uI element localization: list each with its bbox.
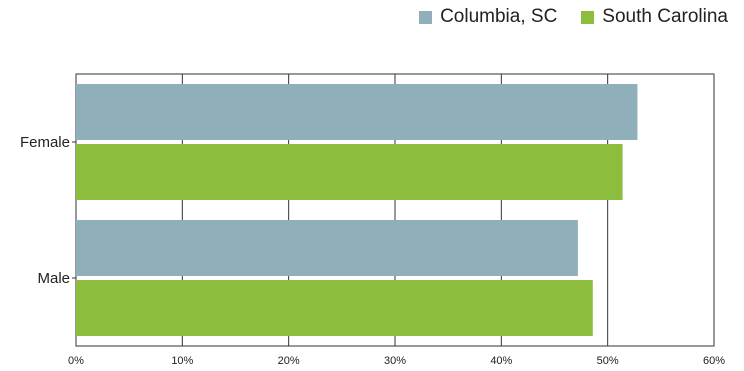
x-tick-label: 10%	[171, 355, 193, 367]
legend-swatch-columbia	[419, 10, 433, 24]
bar-male-columbia	[76, 220, 578, 276]
x-tick-label: 40%	[490, 355, 512, 367]
y-category-label-female: Female	[20, 134, 70, 151]
legend-item-columbia: Columbia, SC	[419, 6, 557, 28]
legend-label-south-carolina: South Carolina	[602, 6, 728, 27]
bar-layer	[76, 84, 638, 336]
x-tick-label: 50%	[597, 355, 619, 367]
legend: Columbia, SC South Carolina	[419, 6, 728, 28]
bar-male-south-carolina	[76, 280, 593, 336]
legend-label-columbia: Columbia, SC	[440, 6, 558, 27]
legend-item-south-carolina: South Carolina	[581, 6, 728, 28]
x-tick-label: 60%	[703, 355, 725, 367]
x-tick-label: 30%	[384, 355, 406, 367]
bar-female-columbia	[76, 84, 638, 140]
x-tick-label: 20%	[278, 355, 300, 367]
axis-layer: 0% 10% 20% 30% 40% 50% 60% Female Male	[20, 134, 725, 367]
bar-female-south-carolina	[76, 144, 623, 200]
y-category-label-male: Male	[37, 270, 70, 287]
legend-swatch-south-carolina	[581, 10, 595, 24]
x-tick-label: 0%	[68, 355, 84, 367]
